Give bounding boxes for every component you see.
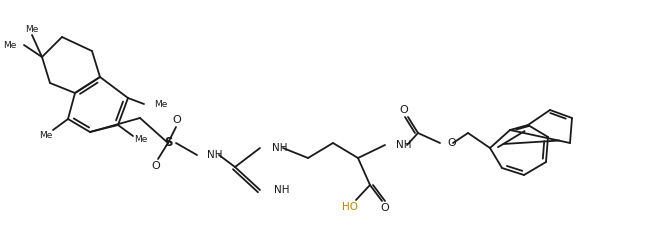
Text: O: O xyxy=(151,161,161,171)
Text: NH: NH xyxy=(396,140,412,150)
Text: NH: NH xyxy=(274,185,290,195)
Text: Me: Me xyxy=(134,136,147,145)
Text: Me: Me xyxy=(154,99,167,109)
Text: Me: Me xyxy=(39,130,53,140)
Text: Me: Me xyxy=(25,24,39,34)
Text: NH: NH xyxy=(272,143,288,153)
Text: HO: HO xyxy=(342,202,358,212)
Text: O: O xyxy=(173,115,181,125)
Text: Me: Me xyxy=(3,40,16,50)
Text: O: O xyxy=(381,203,389,213)
Text: S: S xyxy=(164,137,173,149)
Text: NH: NH xyxy=(207,150,223,160)
Text: O: O xyxy=(447,138,455,148)
Text: O: O xyxy=(400,105,408,115)
